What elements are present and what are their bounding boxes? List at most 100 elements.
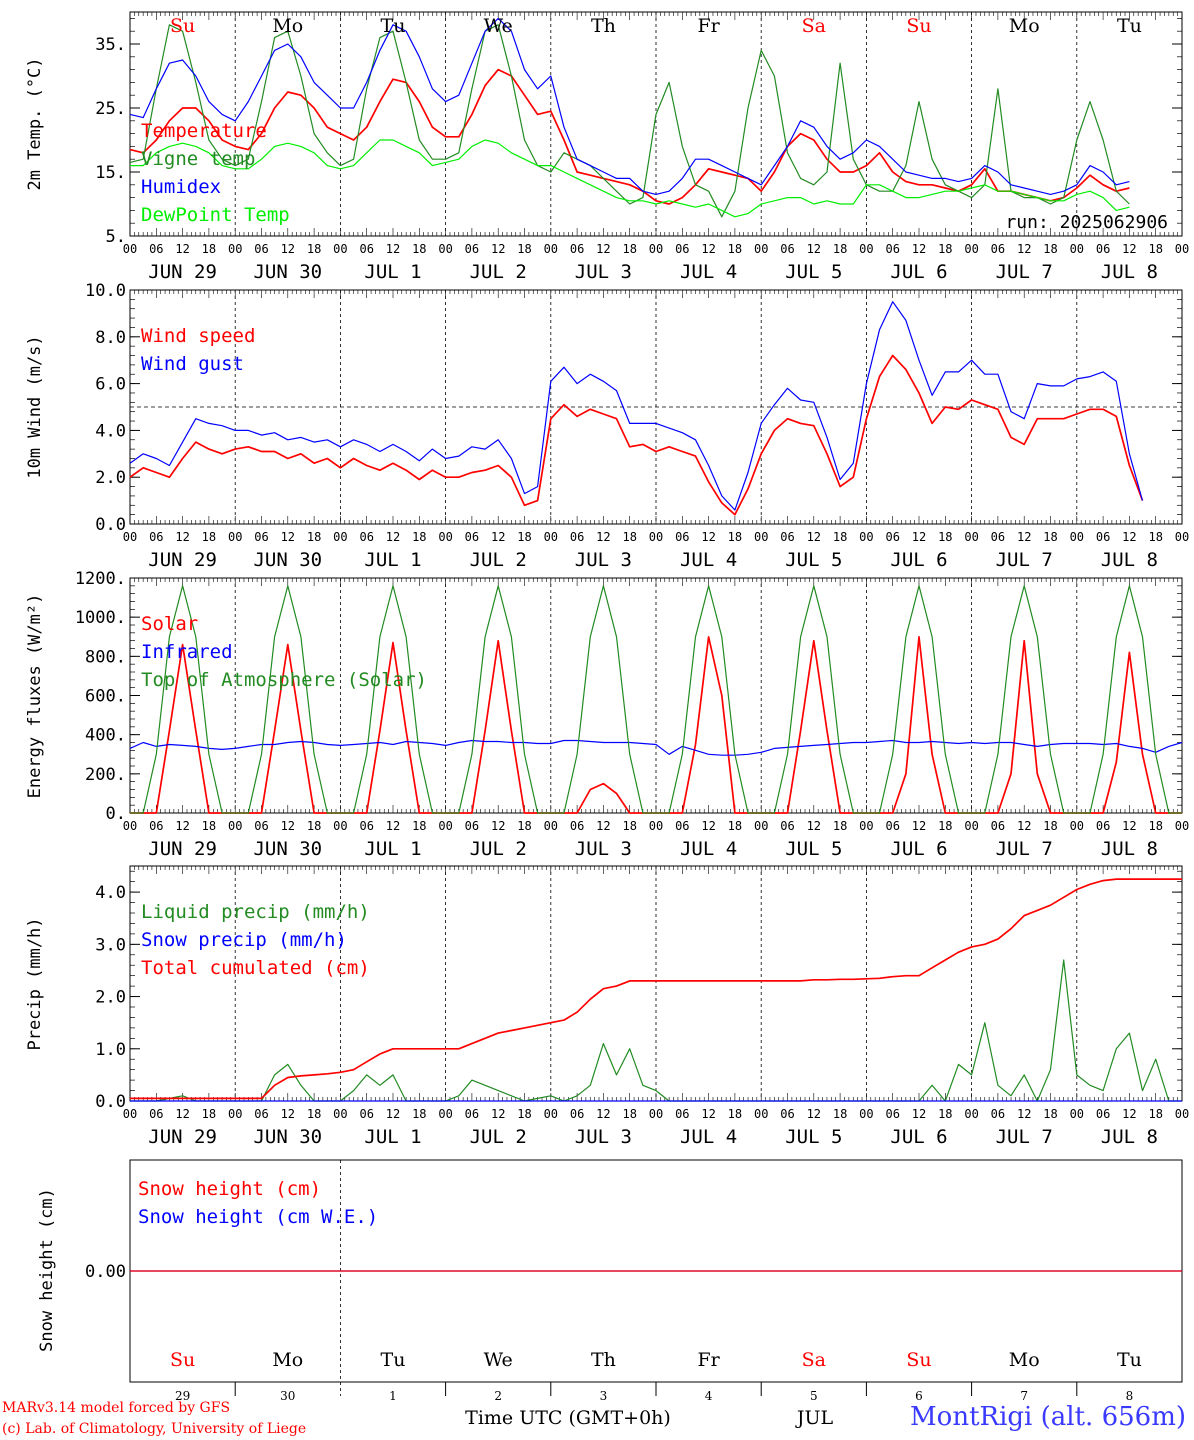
y-tick-label: 15.	[95, 163, 126, 183]
hour-tick-label: 12	[596, 1107, 610, 1121]
legend-entry: Snow height (cm)	[138, 1178, 321, 1200]
hour-tick-label: 00	[333, 819, 347, 833]
hour-tick-label: 18	[622, 242, 636, 256]
hour-tick-label: 06	[465, 819, 479, 833]
date-label: JUL 2	[470, 261, 527, 283]
date-label: JUL 6	[890, 261, 947, 283]
y-tick-label: 4.0	[95, 421, 126, 441]
series-line	[130, 878, 1182, 1100]
hour-tick-label: 12	[386, 530, 400, 544]
day-number: 7	[1020, 1389, 1028, 1403]
series-line	[129, 24, 1130, 218]
snow-height-panel: 0.00 Snow height (cm) Snow height (cm) Snow…	[37, 1159, 1183, 1403]
hour-tick-label: 12	[1017, 530, 1031, 544]
hour-tick-label: 06	[570, 819, 584, 833]
legend-entry: Humidex	[141, 176, 221, 198]
hour-tick-label: 00	[544, 1107, 558, 1121]
hour-tick-label: 12	[281, 1107, 295, 1121]
date-label: JUL 8	[1101, 1126, 1158, 1148]
date-label: JUL 3	[575, 549, 632, 571]
day-name: Tu	[1117, 15, 1142, 37]
date-label: JUL 1	[364, 1126, 421, 1148]
hour-tick-label: 18	[728, 242, 742, 256]
hour-tick-label: 12	[1122, 242, 1136, 256]
day-name: Su	[170, 1349, 195, 1371]
y-tick-label: 10.0	[85, 281, 126, 301]
hour-tick-label: 00	[1175, 242, 1189, 256]
y-tick-label: 200.	[85, 765, 126, 785]
hour-tick-label: 00	[649, 242, 663, 256]
hour-tick-label: 18	[307, 530, 321, 544]
series-line	[129, 354, 1144, 516]
y-axis-title: Snow height (cm)	[37, 1188, 57, 1352]
date-label: JUL 7	[996, 1126, 1053, 1148]
hour-tick-label: 00	[438, 530, 452, 544]
hour-tick-label: 00	[438, 242, 452, 256]
date-label: JUN 30	[253, 549, 322, 571]
series-line	[130, 585, 1182, 814]
hour-tick-label: 12	[807, 819, 821, 833]
hour-tick-label: 12	[807, 1107, 821, 1121]
day-name: Su	[906, 1349, 931, 1371]
day-name: Tu	[1117, 1349, 1142, 1371]
hour-tick-label: 18	[1043, 819, 1057, 833]
legend-entry: Vigne temp	[141, 148, 255, 170]
date-label: JUL 6	[890, 549, 947, 571]
day-number: 30	[280, 1389, 295, 1403]
hour-tick-label: 06	[885, 1107, 899, 1121]
hour-tick-label: 12	[175, 819, 189, 833]
y-tick-label: 2.0	[95, 468, 126, 488]
hour-tick-label: 18	[1043, 242, 1057, 256]
hour-tick-label: 12	[701, 819, 715, 833]
hour-tick-label: 12	[1017, 1107, 1031, 1121]
hour-tick-label: 12	[281, 819, 295, 833]
y-tick-label: 5.	[106, 227, 126, 247]
hour-tick-label: 06	[359, 242, 373, 256]
hour-tick-label: 06	[254, 819, 268, 833]
hour-tick-label: 00	[964, 1107, 978, 1121]
day-name: We	[484, 15, 513, 37]
run-label: run: 2025062906	[1005, 212, 1168, 233]
hour-tick-label: 12	[596, 242, 610, 256]
y-tick-label: 2.0	[95, 988, 126, 1008]
hour-tick-label: 06	[991, 242, 1005, 256]
legend-entry: Total cumulated (cm)	[141, 957, 370, 979]
series-line	[129, 739, 1183, 756]
date-label: JUL 6	[890, 838, 947, 860]
hour-tick-label: 06	[991, 819, 1005, 833]
hour-tick-label: 12	[1017, 242, 1031, 256]
hour-tick-label: 06	[254, 1107, 268, 1121]
hour-tick-label: 06	[1096, 819, 1110, 833]
hour-tick-label: 06	[254, 530, 268, 544]
day-name: Th	[591, 15, 616, 37]
legend-entry: Infrared	[141, 641, 233, 663]
hour-tick-label: 12	[912, 819, 926, 833]
hour-tick-label: 00	[438, 1107, 452, 1121]
legend-entry: Solar	[141, 613, 198, 635]
hour-tick-label: 18	[938, 819, 952, 833]
hour-tick-label: 00	[859, 530, 873, 544]
hour-tick-label: 06	[570, 530, 584, 544]
day-number: 2	[494, 1389, 502, 1403]
date-label: JUL 2	[470, 1126, 527, 1148]
date-label: JUL 7	[996, 549, 1053, 571]
hour-tick-label: 00	[228, 819, 242, 833]
hour-tick-label: 18	[1043, 1107, 1057, 1121]
hour-tick-label: 12	[912, 1107, 926, 1121]
hour-tick-label: 00	[123, 242, 137, 256]
date-label: JUL 6	[890, 1126, 947, 1148]
hour-tick-label: 06	[780, 242, 794, 256]
hour-tick-label: 06	[780, 819, 794, 833]
hour-tick-label: 06	[149, 819, 163, 833]
hour-tick-label: 12	[491, 242, 505, 256]
hour-tick-label: 06	[885, 242, 899, 256]
hour-tick-label: 00	[1175, 819, 1189, 833]
hour-tick-label: 06	[465, 530, 479, 544]
hour-tick-label: 12	[807, 530, 821, 544]
hour-tick-label: 18	[517, 819, 531, 833]
y-tick-label: 800.	[85, 647, 126, 667]
hour-tick-label: 00	[859, 819, 873, 833]
hour-tick-label: 18	[728, 1107, 742, 1121]
hour-tick-label: 00	[649, 530, 663, 544]
